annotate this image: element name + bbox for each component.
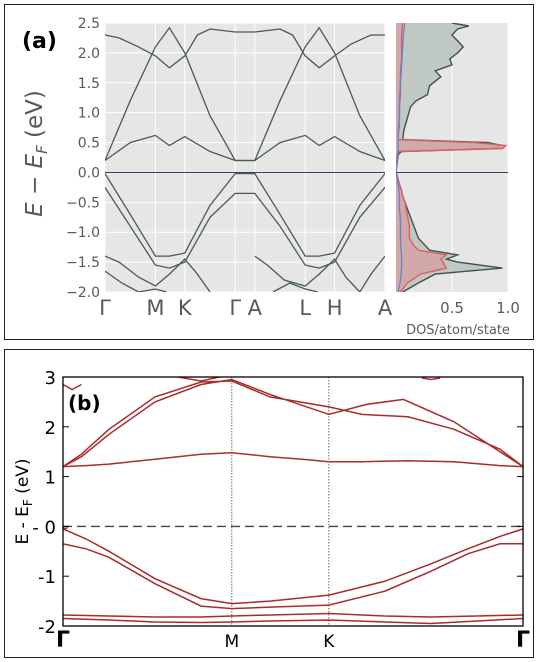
b-ytick-label: 1	[45, 468, 56, 489]
b-band-lines	[63, 377, 523, 625]
b-band-line	[63, 612, 523, 618]
band-line	[105, 255, 211, 292]
dos-xtick-label: 0.5	[440, 299, 464, 317]
b-band-line	[63, 617, 523, 625]
band-ytick-label: 2.0	[78, 46, 100, 62]
band-line	[105, 34, 198, 69]
band-ytick-label: 1.0	[78, 106, 100, 122]
band-line	[292, 34, 385, 69]
band-line	[254, 255, 385, 292]
band-ytick-label: −1.0	[66, 225, 100, 241]
dos-line-partial-red	[396, 23, 508, 292]
b-band-line	[177, 377, 220, 382]
b-band-line	[63, 378, 523, 468]
band-ytick-label: −2.0	[66, 285, 100, 301]
b-kpoint-label: Γ	[56, 628, 70, 653]
band-ytick-label: 0.0	[78, 165, 100, 181]
b-kpoint-label: M	[224, 632, 239, 652]
b-band-line	[63, 526, 69, 530]
band-line	[105, 270, 167, 292]
dos-line-total	[396, 23, 503, 292]
dos-xtick-label: 1.0	[496, 299, 520, 317]
band-ylabel: E − EF (eV)	[22, 90, 51, 217]
band-kpoint-label: A	[378, 296, 393, 320]
panel-b-label: (b)	[68, 391, 101, 415]
band-line	[105, 172, 385, 257]
b-kpoint-label: Γ	[516, 628, 530, 653]
b-ytick-label: - 0	[32, 517, 56, 538]
band-ytick-label: −1.5	[66, 255, 100, 271]
b-ytick-label: -1	[38, 567, 56, 588]
band-ytick-label: 2.5	[78, 16, 100, 32]
band-ytick-label: 1.5	[78, 76, 100, 92]
b-band-line	[63, 543, 523, 610]
b-ytick-label: -2	[38, 617, 56, 638]
b-ytick-label: 2	[45, 418, 56, 439]
dos-curves	[396, 23, 508, 292]
band-kpoint-label: L	[299, 296, 311, 320]
panel-a-label: (a)	[22, 29, 57, 54]
b-ytick-label: 3	[45, 368, 56, 389]
band-kpoint-label: H	[327, 296, 343, 320]
b-band-line	[63, 528, 523, 605]
b-ylabel: E - EF (eV)	[13, 458, 35, 544]
dos-xlabel: DOS/atom/state	[406, 323, 510, 338]
band-kpoint-label: Γ	[99, 296, 111, 320]
band-kpoint-label: M	[146, 296, 164, 320]
band-kpoint-label: A	[248, 296, 263, 320]
band-ytick-label: 0.5	[78, 136, 100, 152]
b-band-line	[421, 377, 441, 381]
b-plot-frame	[62, 376, 524, 627]
dos-area-partial-red	[396, 23, 506, 292]
band-kpoint-label: Γ	[229, 296, 241, 320]
b-band-line	[63, 383, 82, 391]
dos-area-total	[396, 23, 503, 292]
band-kpoint-label: K	[178, 296, 193, 320]
band-line	[105, 134, 385, 162]
b-kpoint-label: K	[323, 632, 335, 652]
band-lines	[105, 26, 385, 292]
band-ytick-label: −0.5	[66, 195, 100, 211]
b-band-line	[63, 380, 523, 468]
band-line	[272, 282, 318, 292]
dos-line-partial-blue	[396, 23, 406, 292]
band-line	[105, 186, 385, 269]
b-band-line	[63, 451, 523, 468]
band-line	[197, 28, 293, 36]
